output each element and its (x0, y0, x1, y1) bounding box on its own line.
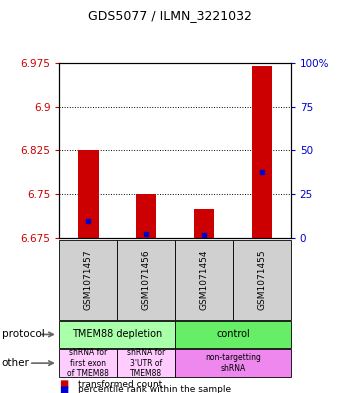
Text: ■: ■ (59, 385, 69, 393)
Text: other: other (2, 358, 30, 368)
Text: GSM1071456: GSM1071456 (142, 250, 151, 310)
Text: shRNA for
3'UTR of
TMEM88: shRNA for 3'UTR of TMEM88 (127, 348, 165, 378)
Text: protocol: protocol (2, 329, 45, 340)
Bar (194, 209, 214, 238)
Text: TMEM88 depletion: TMEM88 depletion (72, 329, 163, 340)
Bar (78, 151, 99, 238)
Text: GSM1071457: GSM1071457 (84, 250, 93, 310)
Text: percentile rank within the sample: percentile rank within the sample (78, 386, 231, 393)
Text: GDS5077 / ILMN_3221032: GDS5077 / ILMN_3221032 (88, 9, 252, 22)
Bar (136, 194, 156, 238)
Text: ■: ■ (59, 379, 69, 389)
Text: non-targetting
shRNA: non-targetting shRNA (205, 353, 261, 373)
Text: control: control (216, 329, 250, 340)
Text: GSM1071454: GSM1071454 (200, 250, 208, 310)
Text: shRNA for
first exon
of TMEM88: shRNA for first exon of TMEM88 (67, 348, 109, 378)
Bar (252, 66, 272, 238)
Text: GSM1071455: GSM1071455 (257, 250, 266, 310)
Text: transformed count: transformed count (78, 380, 163, 389)
